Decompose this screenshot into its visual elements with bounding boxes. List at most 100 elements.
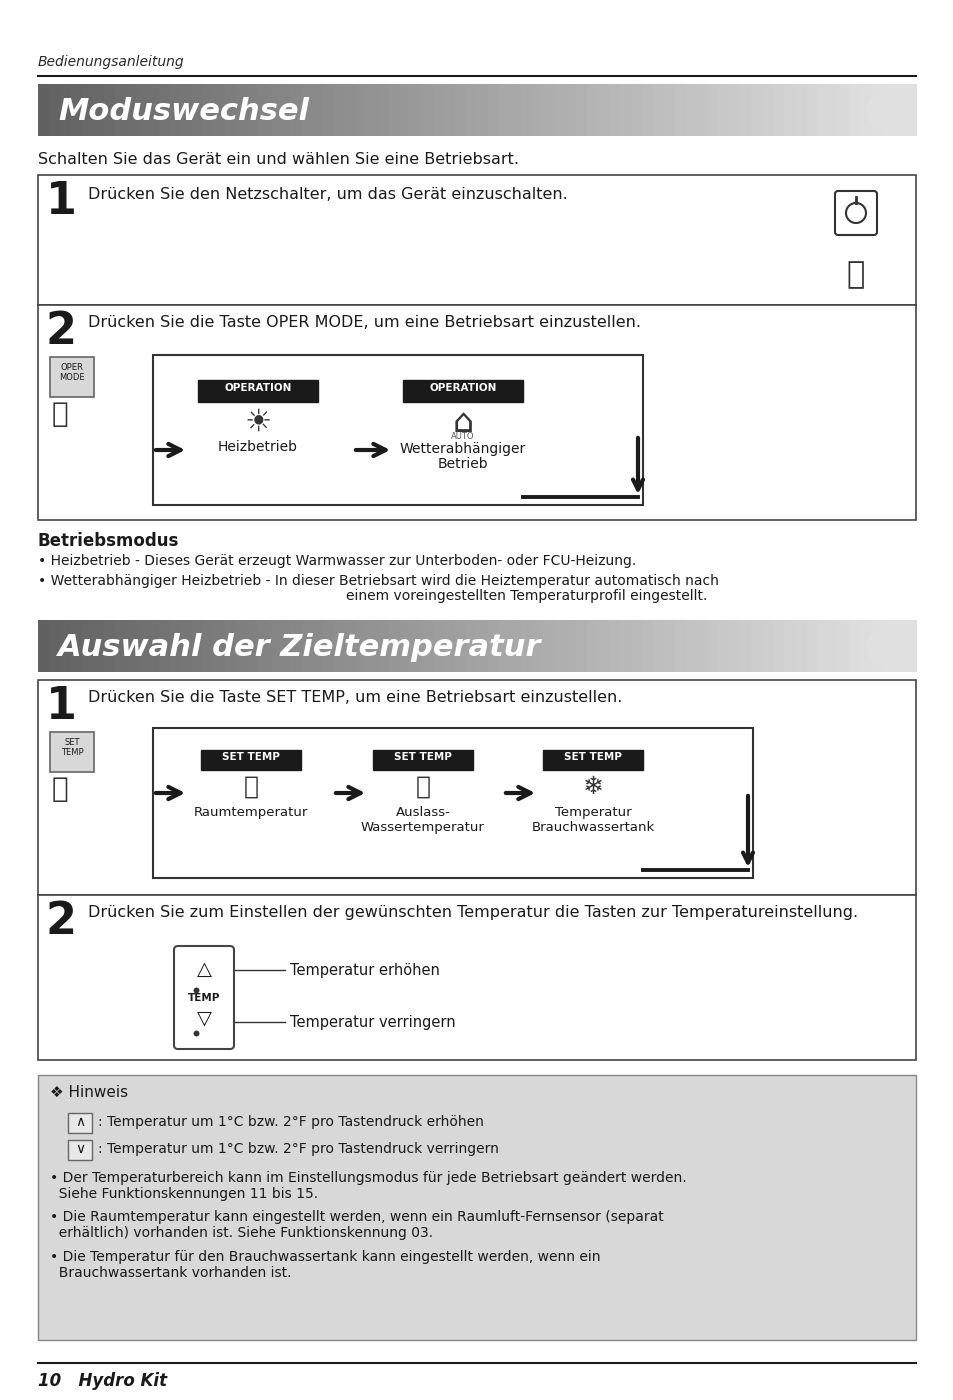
Bar (510, 620, 521, 672)
Text: 10   Hydro Kit: 10 Hydro Kit (38, 1372, 167, 1390)
Bar (301, 620, 313, 672)
Bar (114, 620, 127, 672)
Bar (839, 620, 850, 672)
Bar (641, 620, 653, 672)
Bar (290, 84, 302, 136)
Bar (783, 620, 796, 672)
Text: Temperatur verringern: Temperatur verringern (290, 1015, 456, 1029)
Bar (71, 620, 83, 672)
Bar (465, 620, 477, 672)
Bar (268, 84, 280, 136)
Bar (136, 620, 149, 672)
Bar (761, 84, 774, 136)
Bar (740, 620, 752, 672)
Bar (224, 84, 236, 136)
Text: einem voreingestellten Temperaturprofil eingestellt.: einem voreingestellten Temperaturprofil … (346, 589, 707, 603)
Bar (663, 620, 675, 672)
Bar (235, 620, 247, 672)
Text: SET TEMP: SET TEMP (563, 752, 621, 762)
Bar (576, 620, 587, 672)
Bar (345, 620, 357, 672)
Bar (389, 620, 401, 672)
Text: OPER
MODE: OPER MODE (59, 363, 85, 382)
Bar (158, 620, 171, 672)
Bar (377, 84, 390, 136)
Text: 2: 2 (46, 900, 77, 944)
Bar (520, 84, 533, 136)
Bar (104, 84, 115, 136)
Text: Brauchwassertank vorhanden ist.: Brauchwassertank vorhanden ist. (50, 1266, 292, 1280)
Bar (696, 620, 708, 672)
Bar (608, 84, 620, 136)
Bar (542, 620, 555, 672)
Bar (92, 620, 105, 672)
Text: SET TEMP: SET TEMP (394, 752, 452, 762)
Bar (498, 84, 511, 136)
Text: ⌂: ⌂ (452, 406, 473, 440)
Text: TEMP: TEMP (188, 993, 220, 1002)
Bar (38, 620, 50, 672)
Text: • Die Temperatur für den Brauchwassertank kann eingestellt werden, wenn ein: • Die Temperatur für den Brauchwassertan… (50, 1250, 599, 1264)
Bar (399, 620, 412, 672)
Text: • Die Raumtemperatur kann eingestellt werden, wenn ein Raumluft-Fernsensor (sepa: • Die Raumtemperatur kann eingestellt we… (50, 1210, 663, 1224)
Bar (126, 84, 137, 136)
Bar (707, 620, 719, 672)
Bar (38, 305, 915, 519)
Bar (411, 620, 423, 672)
Bar (301, 84, 313, 136)
Text: SET
TEMP: SET TEMP (61, 738, 83, 757)
Text: Drücken Sie die Taste SET TEMP, um eine Betriebsart einzustellen.: Drücken Sie die Taste SET TEMP, um eine … (88, 690, 621, 706)
Text: △: △ (196, 960, 212, 979)
Bar (465, 84, 477, 136)
Bar (510, 84, 521, 136)
Bar (136, 84, 149, 136)
Bar (268, 620, 280, 672)
Bar (38, 680, 915, 895)
Bar (641, 84, 653, 136)
Bar (279, 84, 291, 136)
Bar (201, 750, 301, 770)
Bar (893, 620, 905, 672)
Text: • Heizbetrieb - Dieses Gerät erzeugt Warmwasser zur Unterboden- oder FCU-Heizung: • Heizbetrieb - Dieses Gerät erzeugt War… (38, 554, 636, 568)
Bar (82, 84, 93, 136)
Text: SET TEMP: SET TEMP (222, 752, 279, 762)
Bar (411, 84, 423, 136)
Bar (751, 84, 762, 136)
Bar (246, 84, 258, 136)
Bar (377, 620, 390, 672)
Bar (795, 620, 806, 672)
Bar (148, 84, 159, 136)
Bar (488, 84, 499, 136)
Text: AUTO: AUTO (451, 433, 475, 441)
Bar (92, 84, 105, 136)
Text: Brauchwassertank: Brauchwassertank (531, 820, 654, 834)
Bar (213, 84, 225, 136)
Text: 1: 1 (46, 685, 77, 728)
Text: Moduswechsel: Moduswechsel (58, 98, 309, 126)
Text: Temperatur erhöhen: Temperatur erhöhen (290, 963, 439, 977)
Bar (729, 620, 740, 672)
Bar (576, 84, 587, 136)
Text: Schalten Sie das Gerät ein und wählen Sie eine Betriebsart.: Schalten Sie das Gerät ein und wählen Si… (38, 153, 518, 167)
Text: • Wetterabhängiger Heizbetrieb - In dieser Betriebsart wird die Heiztemperatur a: • Wetterabhängiger Heizbetrieb - In dies… (38, 574, 719, 588)
Bar (38, 84, 50, 136)
Text: 1: 1 (46, 181, 77, 223)
Bar (152, 356, 642, 505)
Bar (104, 620, 115, 672)
Bar (795, 84, 806, 136)
Text: 🏠: 🏠 (243, 776, 258, 799)
Text: ✋: ✋ (52, 776, 69, 804)
Text: ✋: ✋ (845, 260, 863, 288)
Bar (554, 84, 565, 136)
Bar (685, 620, 697, 672)
Bar (773, 84, 784, 136)
Bar (198, 379, 317, 402)
Bar (367, 620, 379, 672)
Bar (619, 84, 631, 136)
Bar (202, 84, 214, 136)
Text: Temperatur: Temperatur (554, 806, 631, 819)
Bar (696, 84, 708, 136)
Ellipse shape (865, 88, 912, 132)
Text: Bedienungsanleitung: Bedienungsanleitung (38, 55, 185, 69)
Text: 🌡: 🌡 (416, 776, 430, 799)
